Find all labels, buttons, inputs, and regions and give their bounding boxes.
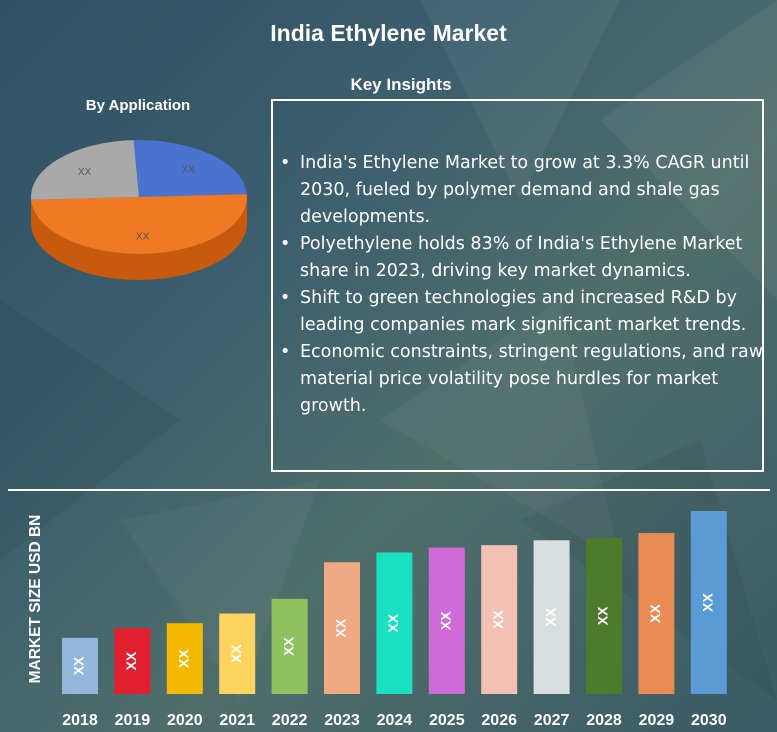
pie-slice — [133, 140, 247, 197]
pie-slice-label: XX — [136, 232, 150, 243]
pie-slice — [31, 194, 247, 255]
page-title: India Ethylene Market — [270, 20, 507, 46]
bar — [690, 511, 727, 694]
x-tick-label: 2021 — [219, 712, 255, 729]
insights-title: Key Insights — [350, 75, 452, 94]
bullet-icon: • — [280, 153, 291, 173]
bar-data-label: XX — [228, 644, 244, 663]
bar-data-label: XX — [176, 649, 192, 668]
bar — [114, 628, 151, 694]
bar — [219, 613, 256, 694]
bar — [324, 562, 360, 694]
x-tick-label: 2023 — [324, 712, 360, 729]
bar-data-label: XX — [647, 603, 663, 622]
bar-data-label: XX — [71, 656, 87, 675]
bar-chart: XX 2018 XX 2019 XX 2020 XX 2021 XX 2022 XX 2023 XX 20… — [62, 511, 727, 729]
bar — [376, 552, 413, 694]
bullet-icon: • — [280, 288, 291, 308]
insights-box — [271, 99, 764, 472]
x-tick-label: 2025 — [429, 712, 465, 729]
bullet-icon: • — [280, 342, 291, 362]
bar-data-label: XX — [123, 651, 139, 670]
x-tick-label: 2018 — [62, 712, 98, 729]
bar-data-label: XX — [280, 636, 296, 655]
bar-data-label: XX — [385, 613, 401, 632]
x-tick-label: 2019 — [115, 712, 151, 729]
insight-item: • Economic constraints, stringent regulat… — [278, 339, 764, 420]
insight-text: India's Ethylene Market to grow at 3.3% … — [300, 153, 750, 227]
pie-chart: XX XX XX — [30, 140, 247, 281]
bar — [428, 547, 465, 694]
insights-list: • India's Ethylene Market to grow at 3.3%… — [278, 150, 764, 420]
insight-item: • Shift to green technologies and increas… — [278, 285, 764, 339]
x-tick-label: 2030 — [691, 712, 727, 729]
x-tick-label: 2026 — [481, 712, 517, 729]
insight-text: Shift to green technologies and increase… — [300, 288, 747, 335]
x-tick-label: 2028 — [586, 712, 622, 729]
x-tick-label: 2022 — [272, 712, 308, 729]
bar-data-label: XX — [438, 611, 454, 630]
bar-data-label: XX — [595, 606, 611, 625]
bar-data-label: XX — [333, 618, 349, 637]
bar — [481, 545, 518, 694]
x-tick-label: 2029 — [639, 712, 675, 729]
pie-slice-label: XX — [78, 167, 92, 178]
insight-text: Economic constraints, stringent regulati… — [300, 342, 764, 416]
bar — [271, 598, 308, 694]
pie-slice-side — [31, 197, 247, 281]
insight-item: • India's Ethylene Market to grow at 3.3%… — [278, 150, 764, 231]
x-tick-label: 2024 — [377, 712, 413, 729]
bar-data-label: XX — [490, 610, 506, 629]
pie-chart-title: By Application — [85, 97, 191, 114]
x-tick-label: 2020 — [167, 712, 203, 729]
insight-text: Polyethylene holds 83% of India's Ethyle… — [300, 234, 743, 281]
pie-slice-label: XX — [182, 164, 196, 175]
bullet-icon: • — [280, 234, 291, 254]
insight-item: • Polyethylene holds 83% of India's Ethyl… — [278, 231, 764, 285]
bar — [638, 532, 675, 694]
pie-slice — [30, 140, 139, 200]
section-divider — [8, 489, 770, 491]
bar — [62, 637, 98, 694]
bar — [586, 537, 622, 694]
bar — [533, 540, 570, 694]
bar-data-label: XX — [700, 593, 716, 612]
bar — [166, 623, 203, 694]
bar-data-label: XX — [542, 607, 558, 626]
x-tick-label: 2027 — [534, 712, 570, 729]
